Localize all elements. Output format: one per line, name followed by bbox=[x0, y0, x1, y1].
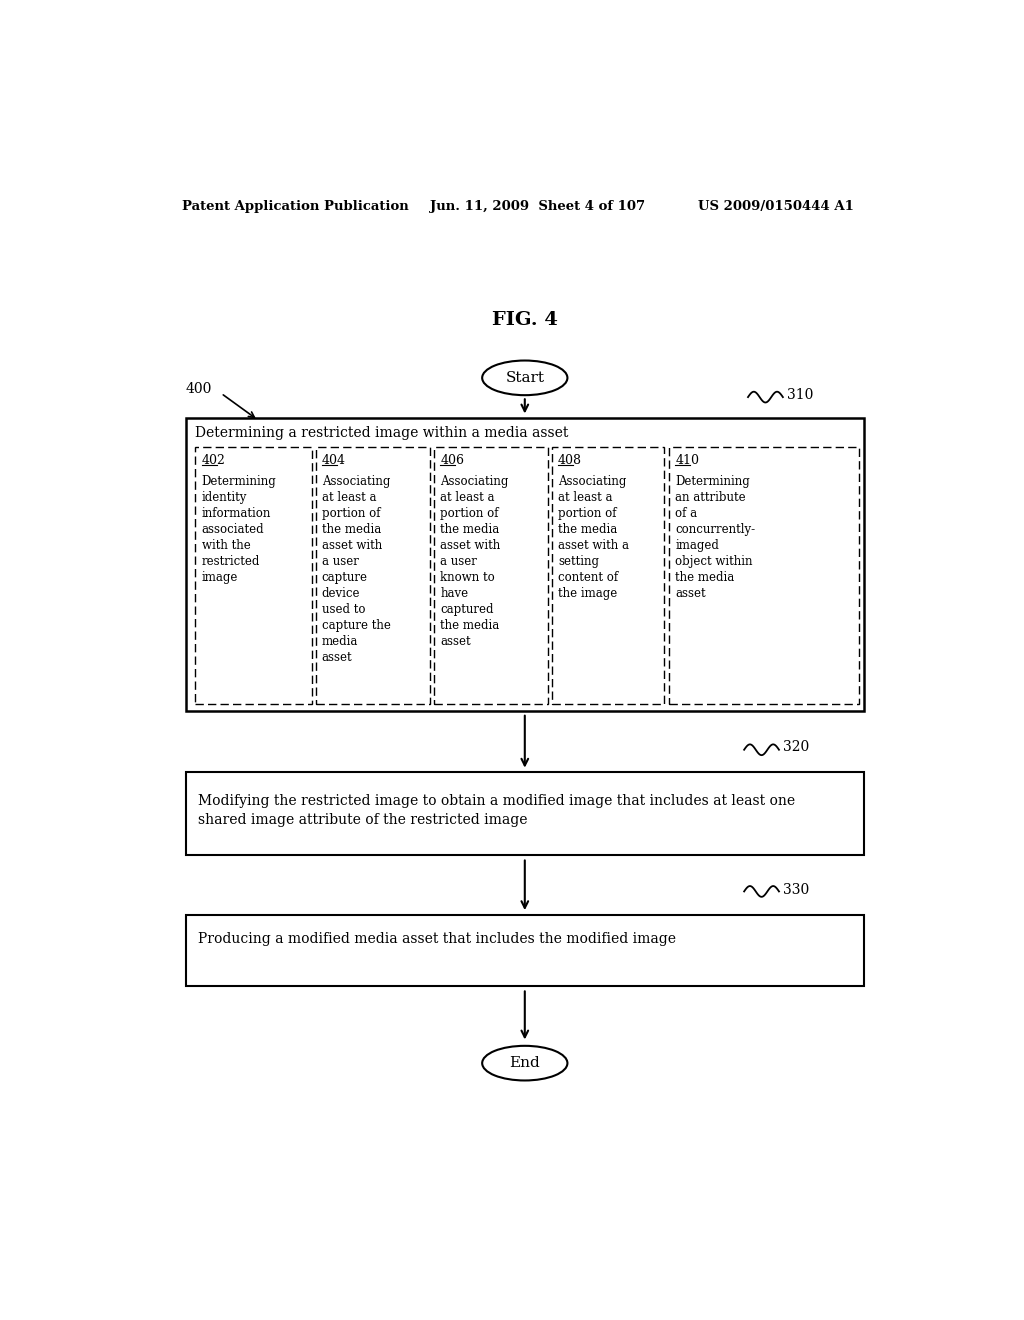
Bar bbox=[434, 447, 548, 704]
Bar bbox=[196, 447, 311, 704]
Text: End: End bbox=[509, 1056, 541, 1071]
Text: Associating
at least a
portion of
the media
asset with
a user
capture
device
use: Associating at least a portion of the me… bbox=[322, 475, 390, 664]
Text: 404: 404 bbox=[322, 454, 346, 467]
Text: Modifying the restricted image to obtain a modified image that includes at least: Modifying the restricted image to obtain… bbox=[198, 793, 795, 828]
Text: Jun. 11, 2009  Sheet 4 of 107: Jun. 11, 2009 Sheet 4 of 107 bbox=[430, 199, 645, 213]
Text: 408: 408 bbox=[558, 454, 582, 467]
Text: 310: 310 bbox=[786, 388, 813, 401]
Bar bbox=[669, 447, 859, 704]
Bar bbox=[186, 915, 864, 986]
Text: Associating
at least a
portion of
the media
asset with a
setting
content of
the : Associating at least a portion of the me… bbox=[558, 475, 629, 599]
Bar bbox=[186, 772, 864, 855]
Text: 402: 402 bbox=[202, 454, 225, 467]
Text: 406: 406 bbox=[440, 454, 464, 467]
Bar bbox=[315, 447, 430, 704]
Text: 410: 410 bbox=[675, 454, 699, 467]
Text: Associating
at least a
portion of
the media
asset with
a user
known to
have
capt: Associating at least a portion of the me… bbox=[440, 475, 509, 648]
Text: 330: 330 bbox=[783, 883, 809, 896]
Text: Determining a restricted image within a media asset: Determining a restricted image within a … bbox=[196, 426, 568, 441]
Bar bbox=[186, 418, 864, 711]
Ellipse shape bbox=[482, 360, 567, 395]
Text: US 2009/0150444 A1: US 2009/0150444 A1 bbox=[697, 199, 853, 213]
Ellipse shape bbox=[482, 1045, 567, 1081]
Text: Determining
an attribute
of a
concurrently-
imaged
object within
the media
asset: Determining an attribute of a concurrent… bbox=[675, 475, 756, 599]
Text: Determining
identity
information
associated
with the
restricted
image: Determining identity information associa… bbox=[202, 475, 276, 583]
Text: Patent Application Publication: Patent Application Publication bbox=[182, 199, 409, 213]
Text: 400: 400 bbox=[185, 383, 212, 396]
Text: FIG. 4: FIG. 4 bbox=[492, 312, 558, 329]
Text: 320: 320 bbox=[783, 741, 809, 755]
Text: Start: Start bbox=[505, 371, 545, 385]
Text: Producing a modified media asset that includes the modified image: Producing a modified media asset that in… bbox=[198, 932, 676, 946]
Bar bbox=[552, 447, 665, 704]
